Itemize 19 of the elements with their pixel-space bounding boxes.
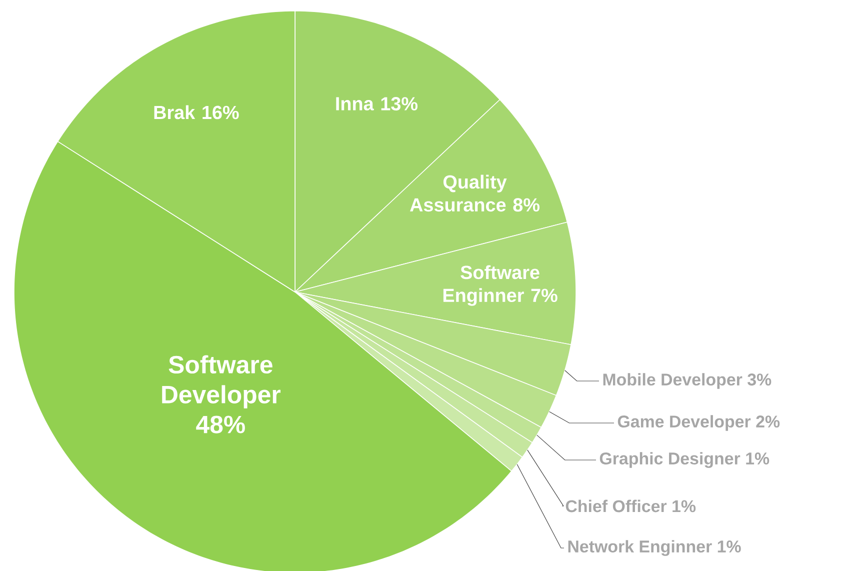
data-label: 1% [672, 500, 696, 512]
slice-label: Software Developer [162, 355, 281, 408]
slice-label: Inna [336, 97, 374, 110]
data-label: 3% [748, 374, 772, 386]
slice-label: Brak [154, 105, 196, 120]
data-label: 13% [381, 97, 418, 110]
slice-label: Network Enginner [568, 540, 712, 556]
data-label: 16% [202, 106, 239, 120]
data-label: 2% [756, 416, 780, 428]
data-label: 1% [718, 540, 741, 552]
slice-label: Game Developer [618, 415, 751, 431]
slice-label: Mobile Developer [603, 373, 742, 389]
data-label: 48% [196, 416, 245, 434]
data-label: 7% [531, 288, 558, 302]
data-label: 1% [746, 452, 770, 464]
slice-label: Graphic Designer [600, 452, 740, 468]
data-label: 8% [513, 198, 540, 212]
slice-label: Quality Assurance [410, 174, 507, 212]
slice-label: Chief Officer [566, 500, 667, 512]
